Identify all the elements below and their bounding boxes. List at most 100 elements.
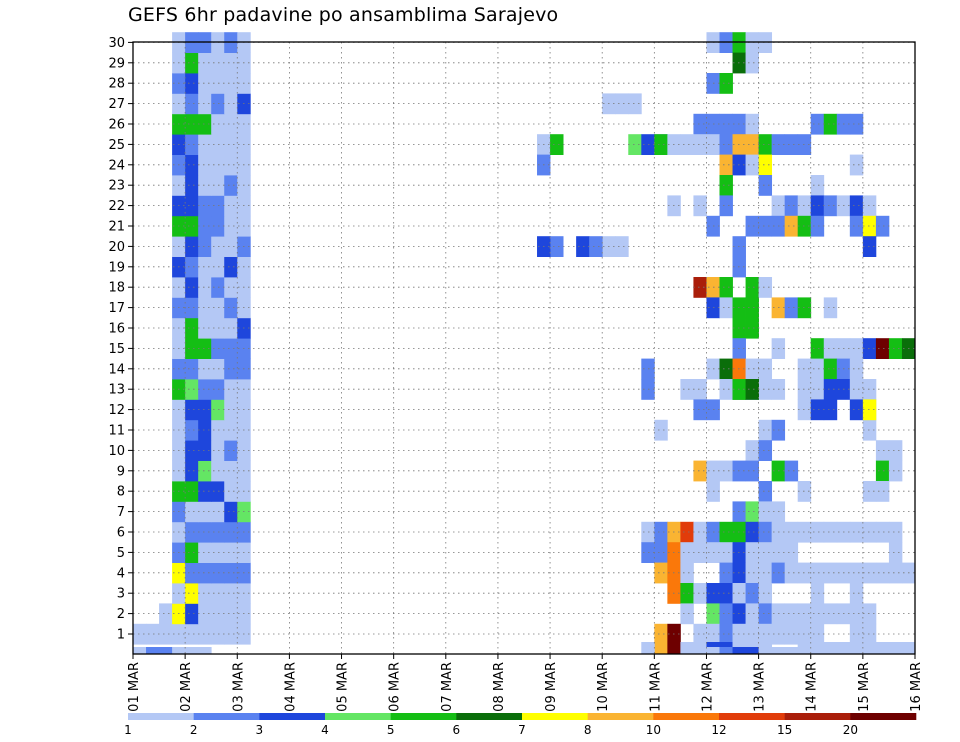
heatmap-cell [680, 603, 694, 625]
heatmap-cell [849, 154, 864, 176]
heatmap-cell [185, 256, 199, 278]
legend: 1 2 3 4 5 6 7 8 10 12 15 20 [124, 713, 917, 737]
heatmap-cell [823, 195, 838, 217]
heatmap-cell [823, 379, 838, 400]
heatmap-cell [680, 521, 694, 543]
y-tick-label: 10 [108, 444, 125, 459]
heatmap-cell [224, 317, 238, 339]
heatmap-cell [185, 134, 199, 155]
y-tick-label: 7 [117, 505, 125, 520]
heatmap-cell [654, 521, 668, 543]
heatmap-cell [198, 603, 212, 625]
heatmap-cell [185, 542, 199, 563]
heatmap-cell [823, 399, 838, 421]
heatmap-cell [224, 154, 238, 176]
heatmap-cell [224, 93, 238, 115]
heatmap-cell [836, 647, 851, 655]
heatmap-cell [198, 93, 212, 115]
y-tick-label: 1 [117, 628, 125, 643]
heatmap-cell [198, 134, 212, 155]
heatmap-cell [146, 647, 160, 655]
legend-swatch [587, 713, 654, 720]
heatmap-cell [745, 623, 759, 645]
y-tick-label: 13 [108, 383, 125, 398]
legend-label: 1 [124, 723, 132, 737]
heatmap-cell [693, 134, 707, 155]
y-tick-label: 21 [108, 220, 125, 235]
heatmap-cell [719, 358, 733, 380]
heatmap-cell [719, 562, 733, 584]
legend-swatch [259, 713, 326, 720]
heatmap-cell [719, 521, 733, 543]
heatmap-cell [745, 562, 759, 584]
heatmap-cell [185, 583, 199, 604]
heatmap-cell [198, 440, 212, 461]
heatmap-cell [185, 73, 199, 94]
heatmap-cell [693, 521, 707, 543]
heatmap-cell [224, 481, 238, 502]
heatmap-cell [198, 542, 212, 563]
y-tick-label: 23 [108, 179, 125, 194]
heatmap-cell [823, 562, 838, 584]
heatmap-cell [693, 542, 707, 563]
heatmap-cell [185, 358, 199, 380]
heatmap-cell [888, 647, 903, 655]
heatmap-cell [745, 647, 759, 655]
heatmap-cell [849, 399, 864, 421]
heatmap-cell [745, 154, 759, 176]
heatmap-cell [745, 215, 759, 237]
heatmap-cell [719, 297, 733, 319]
heatmap-cell [719, 195, 733, 217]
heatmap-cell [628, 134, 642, 155]
heatmap-cell [758, 154, 773, 176]
heatmap-cell [185, 195, 199, 217]
heatmap-cell [862, 603, 877, 625]
heatmap-cells [133, 32, 916, 655]
heatmap-cell [693, 623, 707, 645]
x-tick-label: 01 MAR [127, 662, 142, 712]
heatmap-cell [901, 647, 916, 655]
heatmap-cell [224, 358, 238, 380]
heatmap-cell [784, 562, 799, 584]
heatmap-cell [849, 195, 864, 217]
heatmap-cell [224, 175, 238, 196]
heatmap-cell [185, 93, 199, 115]
legend-label: 12 [711, 723, 726, 737]
legend-label: 6 [453, 723, 461, 737]
heatmap-cell [758, 521, 773, 543]
heatmap-cell [628, 93, 642, 115]
heatmap-cell [823, 297, 838, 319]
heatmap-cell [654, 134, 668, 155]
heatmap-cell [758, 277, 773, 298]
heatmap-cell [224, 623, 238, 645]
x-tick-label: 07 MAR [440, 662, 455, 712]
heatmap-cell [185, 399, 199, 421]
heatmap-cell [745, 52, 759, 74]
heatmap-cell [185, 603, 199, 625]
heatmap-cell [849, 562, 864, 584]
heatmap-cell [693, 113, 707, 135]
heatmap-cell [745, 501, 759, 523]
heatmap-cell [875, 481, 890, 502]
legend-swatch [128, 713, 194, 720]
heatmap-cell [875, 647, 890, 655]
heatmap-cell [224, 277, 238, 298]
heatmap-cell [784, 460, 799, 482]
heatmap-cell [758, 623, 773, 645]
heatmap-cell [211, 277, 225, 298]
heatmap-cell [875, 440, 890, 461]
y-axis: 1234567891011121314151617181920212223242… [108, 36, 133, 643]
heatmap-cell [185, 175, 199, 196]
heatmap-cell [693, 379, 707, 400]
heatmap-cell [211, 338, 225, 359]
legend-swatch [653, 713, 720, 720]
heatmap-cell [784, 521, 799, 543]
heatmap-cell [198, 338, 212, 359]
heatmap-cell [198, 460, 212, 482]
heatmap-cell [211, 154, 225, 176]
heatmap-cell [198, 73, 212, 94]
heatmap-cell [745, 134, 759, 155]
heatmap-cell [849, 113, 864, 135]
heatmap-cell [784, 647, 799, 655]
heatmap-cell [849, 603, 864, 625]
